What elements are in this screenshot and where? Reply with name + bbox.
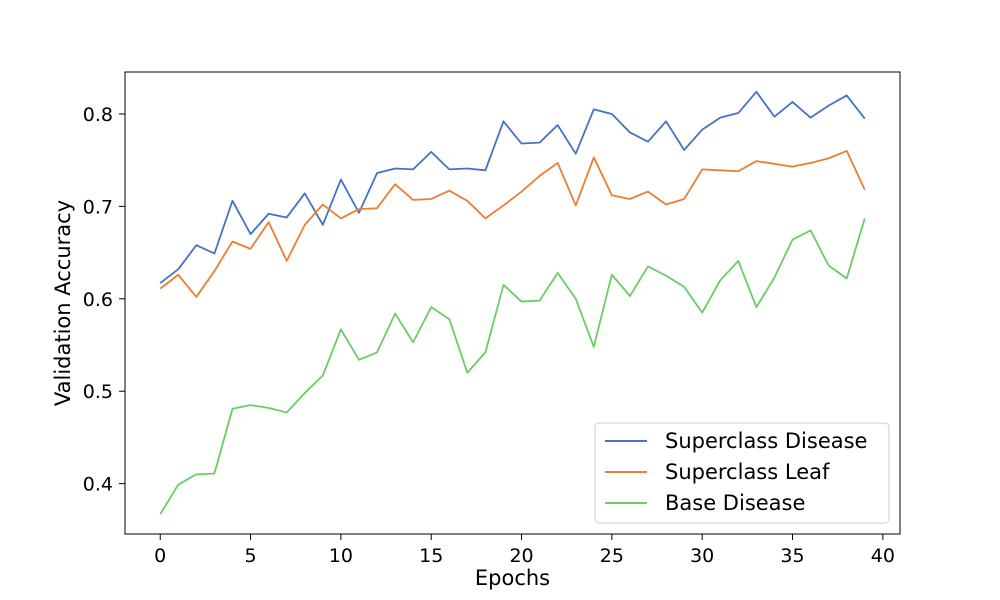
x-tick-label: 20 — [509, 545, 533, 567]
x-tick-label: 10 — [329, 545, 353, 567]
x-axis: 0 5 10 15 20 25 30 35 40 — [154, 534, 895, 567]
y-tick-label: 0.4 — [83, 474, 113, 496]
legend-label-2: Superclass Leaf — [665, 460, 830, 484]
series-line-1 — [159, 90, 866, 284]
x-tick-label: 25 — [600, 545, 624, 567]
y-axis-label: Validation Accuracy — [51, 200, 75, 406]
x-axis-label: Epochs — [475, 566, 550, 590]
x-tick-label: 15 — [419, 545, 443, 567]
x-tick-label: 0 — [154, 545, 166, 567]
y-axis: 0.4 0.5 0.6 0.7 0.8 — [83, 104, 125, 496]
x-tick-label: 40 — [871, 545, 895, 567]
x-tick-label: 30 — [690, 545, 714, 567]
legend-box — [594, 422, 890, 524]
plot-frame — [124, 71, 901, 535]
series-layer — [159, 90, 866, 515]
y-tick-label: 0.5 — [83, 381, 113, 403]
series-line-3 — [159, 218, 866, 515]
y-tick-label: 0.8 — [83, 104, 113, 126]
y-tick-label: 0.6 — [83, 289, 113, 311]
series-line-2 — [159, 150, 866, 298]
legend: Superclass Disease Superclass Leaf Base Di… — [594, 422, 890, 524]
legend-label-1: Superclass Disease — [665, 429, 867, 453]
x-tick-label: 35 — [780, 545, 804, 567]
x-tick-label: 5 — [245, 545, 257, 567]
y-tick-label: 0.7 — [83, 196, 113, 218]
legend-label-3: Base Disease — [665, 491, 805, 515]
